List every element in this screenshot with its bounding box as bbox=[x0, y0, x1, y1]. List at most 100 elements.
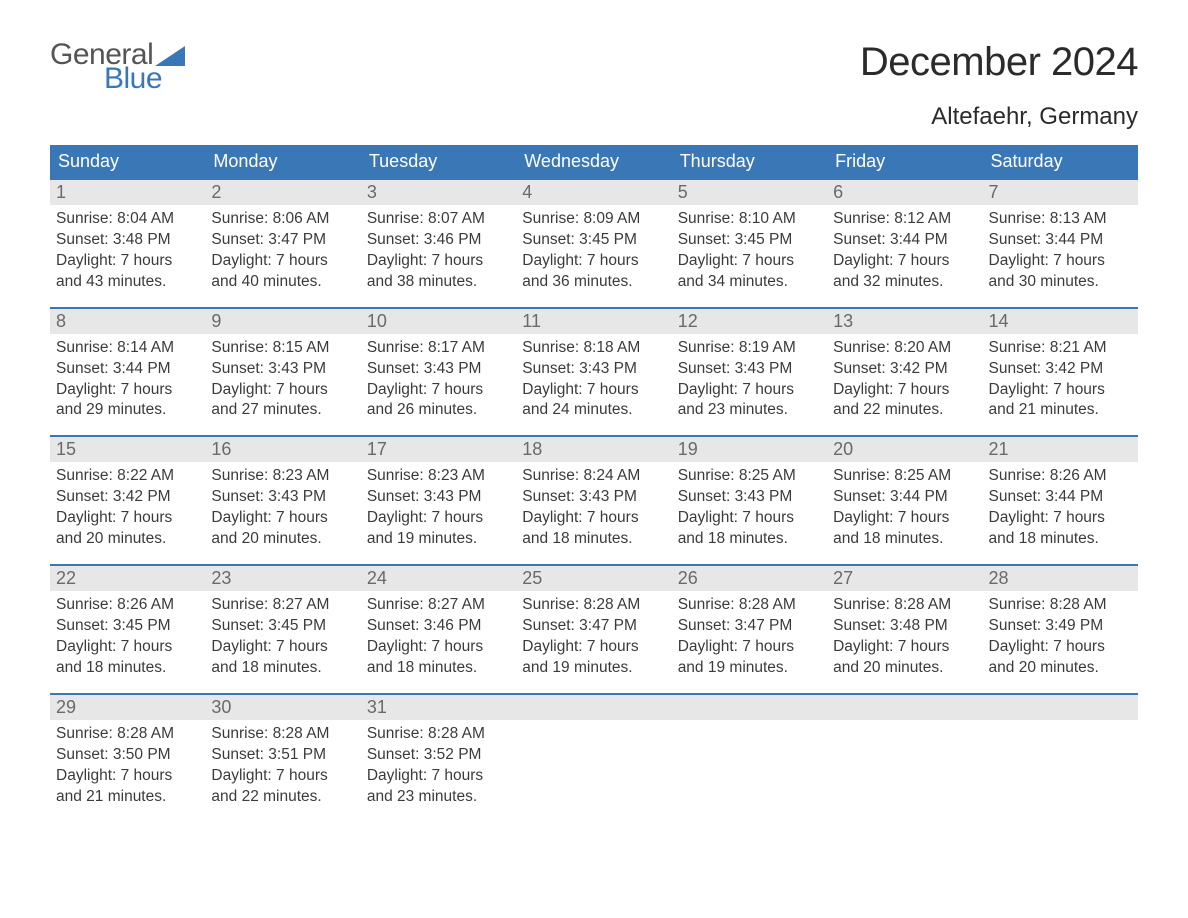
weekday-header: Sunday bbox=[50, 145, 205, 178]
sunrise-line: Sunrise: 8:28 AM bbox=[989, 595, 1132, 616]
sunset-label: Sunset: bbox=[989, 617, 1046, 634]
daylight-line-2: and 18 minutes. bbox=[56, 658, 199, 679]
daylight-line-1: Daylight: 7 hours bbox=[56, 508, 199, 529]
sunrise-label: Sunrise: bbox=[211, 725, 272, 742]
sunset-line: Sunset: 3:49 PM bbox=[989, 616, 1132, 637]
sunset-label: Sunset: bbox=[678, 488, 735, 505]
day-number: 13 bbox=[827, 309, 982, 334]
sunset-line: Sunset: 3:44 PM bbox=[989, 230, 1132, 251]
sunset-label: Sunset: bbox=[833, 231, 890, 248]
sunset-label: Sunset: bbox=[56, 360, 113, 377]
sunrise-label: Sunrise: bbox=[367, 339, 428, 356]
sunset-label: Sunset: bbox=[522, 488, 579, 505]
daylight-line-2: and 34 minutes. bbox=[678, 272, 821, 293]
sunset-line: Sunset: 3:44 PM bbox=[989, 487, 1132, 508]
sunrise-value: 8:10 AM bbox=[739, 210, 796, 227]
day-details: Sunrise: 8:15 AMSunset: 3:43 PMDaylight:… bbox=[205, 334, 360, 422]
sunset-line: Sunset: 3:42 PM bbox=[833, 359, 976, 380]
sunset-value: 3:43 PM bbox=[579, 488, 637, 505]
daylight-line-2: and 43 minutes. bbox=[56, 272, 199, 293]
sunrise-line: Sunrise: 8:27 AM bbox=[211, 595, 354, 616]
sunset-value: 3:50 PM bbox=[113, 746, 171, 763]
sunset-value: 3:45 PM bbox=[579, 231, 637, 248]
daylight-line-2: and 22 minutes. bbox=[211, 787, 354, 808]
day-number: 21 bbox=[983, 437, 1138, 462]
day-cell: 9Sunrise: 8:15 AMSunset: 3:43 PMDaylight… bbox=[205, 309, 360, 422]
sunrise-line: Sunrise: 8:17 AM bbox=[367, 338, 510, 359]
day-number: 24 bbox=[361, 566, 516, 591]
weekday-header: Thursday bbox=[672, 145, 827, 178]
sunset-label: Sunset: bbox=[833, 360, 890, 377]
sunrise-value: 8:28 AM bbox=[117, 725, 174, 742]
day-details: Sunrise: 8:28 AMSunset: 3:52 PMDaylight:… bbox=[361, 720, 516, 808]
sunrise-line: Sunrise: 8:28 AM bbox=[678, 595, 821, 616]
sunrise-label: Sunrise: bbox=[833, 467, 894, 484]
sunrise-line: Sunrise: 8:14 AM bbox=[56, 338, 199, 359]
sunset-line: Sunset: 3:43 PM bbox=[678, 487, 821, 508]
sunrise-value: 8:09 AM bbox=[583, 210, 640, 227]
sunrise-value: 8:28 AM bbox=[273, 725, 330, 742]
sunrise-label: Sunrise: bbox=[989, 210, 1050, 227]
sunset-value: 3:44 PM bbox=[1045, 231, 1103, 248]
month-title: December 2024 bbox=[860, 40, 1138, 85]
sunrise-line: Sunrise: 8:13 AM bbox=[989, 209, 1132, 230]
sunset-value: 3:42 PM bbox=[890, 360, 948, 377]
day-cell: 12Sunrise: 8:19 AMSunset: 3:43 PMDayligh… bbox=[672, 309, 827, 422]
daylight-line-1: Daylight: 7 hours bbox=[56, 766, 199, 787]
daylight-line-1: Daylight: 7 hours bbox=[989, 637, 1132, 658]
daylight-line-1: Daylight: 7 hours bbox=[989, 380, 1132, 401]
sunset-line: Sunset: 3:47 PM bbox=[678, 616, 821, 637]
day-cell: 28Sunrise: 8:28 AMSunset: 3:49 PMDayligh… bbox=[983, 566, 1138, 679]
sunset-line: Sunset: 3:51 PM bbox=[211, 745, 354, 766]
daylight-line-1: Daylight: 7 hours bbox=[833, 508, 976, 529]
sunrise-label: Sunrise: bbox=[522, 596, 583, 613]
day-details: Sunrise: 8:06 AMSunset: 3:47 PMDaylight:… bbox=[205, 205, 360, 293]
sunrise-line: Sunrise: 8:26 AM bbox=[989, 466, 1132, 487]
sunset-label: Sunset: bbox=[833, 488, 890, 505]
day-number: 10 bbox=[361, 309, 516, 334]
sunrise-label: Sunrise: bbox=[678, 467, 739, 484]
day-number: 28 bbox=[983, 566, 1138, 591]
sunrise-label: Sunrise: bbox=[56, 725, 117, 742]
day-cell: 24Sunrise: 8:27 AMSunset: 3:46 PMDayligh… bbox=[361, 566, 516, 679]
daylight-line-1: Daylight: 7 hours bbox=[522, 508, 665, 529]
daylight-line-1: Daylight: 7 hours bbox=[522, 637, 665, 658]
sunset-label: Sunset: bbox=[678, 360, 735, 377]
day-number: 12 bbox=[672, 309, 827, 334]
day-number: 14 bbox=[983, 309, 1138, 334]
sunset-value: 3:46 PM bbox=[424, 231, 482, 248]
sunset-label: Sunset: bbox=[56, 488, 113, 505]
sunset-label: Sunset: bbox=[678, 617, 735, 634]
day-details: Sunrise: 8:28 AMSunset: 3:49 PMDaylight:… bbox=[983, 591, 1138, 679]
sunset-line: Sunset: 3:43 PM bbox=[211, 487, 354, 508]
daylight-line-2: and 18 minutes. bbox=[989, 529, 1132, 550]
sunrise-value: 8:28 AM bbox=[428, 725, 485, 742]
sunset-line: Sunset: 3:47 PM bbox=[211, 230, 354, 251]
sunrise-label: Sunrise: bbox=[989, 596, 1050, 613]
day-cell: 3Sunrise: 8:07 AMSunset: 3:46 PMDaylight… bbox=[361, 180, 516, 293]
day-number: 18 bbox=[516, 437, 671, 462]
day-number: 7 bbox=[983, 180, 1138, 205]
sunset-label: Sunset: bbox=[989, 231, 1046, 248]
sunset-line: Sunset: 3:48 PM bbox=[56, 230, 199, 251]
sunrise-line: Sunrise: 8:28 AM bbox=[56, 724, 199, 745]
daylight-line-1: Daylight: 7 hours bbox=[522, 251, 665, 272]
sunset-value: 3:45 PM bbox=[268, 617, 326, 634]
day-cell-empty bbox=[827, 695, 982, 808]
sunrise-label: Sunrise: bbox=[211, 339, 272, 356]
daylight-line-1: Daylight: 7 hours bbox=[367, 251, 510, 272]
day-number: 2 bbox=[205, 180, 360, 205]
sunset-label: Sunset: bbox=[989, 488, 1046, 505]
daylight-line-2: and 20 minutes. bbox=[989, 658, 1132, 679]
daylight-line-2: and 18 minutes. bbox=[522, 529, 665, 550]
sunrise-value: 8:28 AM bbox=[1050, 596, 1107, 613]
daylight-line-2: and 27 minutes. bbox=[211, 400, 354, 421]
week-row: 29Sunrise: 8:28 AMSunset: 3:50 PMDayligh… bbox=[50, 693, 1138, 808]
sunset-line: Sunset: 3:44 PM bbox=[833, 487, 976, 508]
sunset-value: 3:48 PM bbox=[113, 231, 171, 248]
week-row: 8Sunrise: 8:14 AMSunset: 3:44 PMDaylight… bbox=[50, 307, 1138, 422]
day-details: Sunrise: 8:09 AMSunset: 3:45 PMDaylight:… bbox=[516, 205, 671, 293]
daylight-line-2: and 30 minutes. bbox=[989, 272, 1132, 293]
daylight-line-2: and 22 minutes. bbox=[833, 400, 976, 421]
day-details: Sunrise: 8:17 AMSunset: 3:43 PMDaylight:… bbox=[361, 334, 516, 422]
